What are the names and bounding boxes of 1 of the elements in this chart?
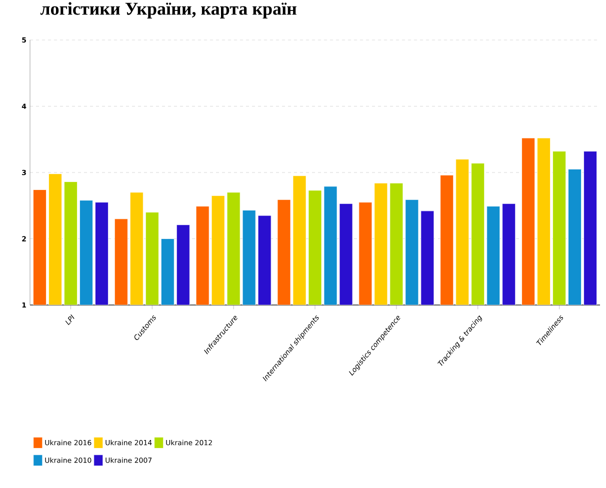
chart-title: логістики України, карта країн	[40, 2, 296, 19]
